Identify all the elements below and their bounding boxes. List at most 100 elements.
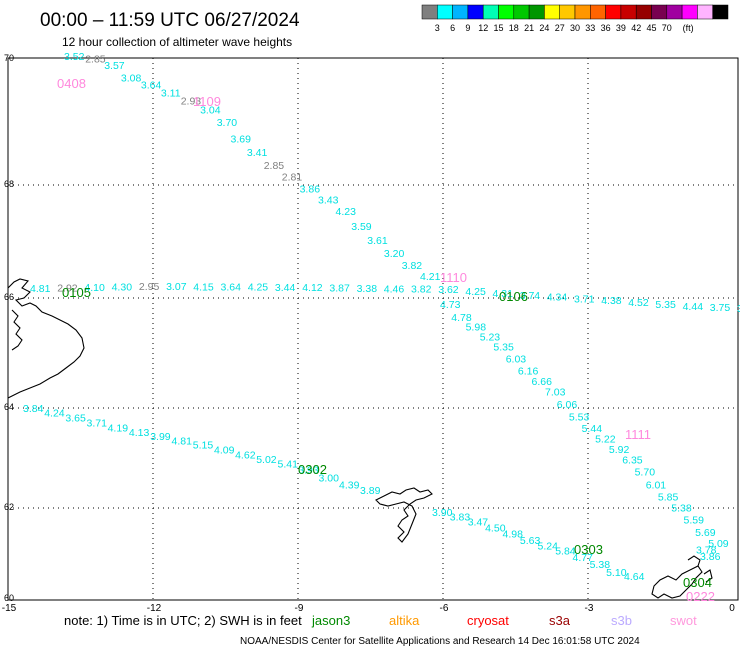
wave-height-label: 3.44 — [275, 282, 296, 294]
legend-tick-label: 3 — [435, 23, 440, 33]
sat-legend-item: s3b — [611, 613, 632, 628]
wave-height-label: 6.06 — [557, 399, 578, 411]
wave-height-label: 5.69 — [695, 527, 716, 539]
wave-height-label: 3.69 — [231, 133, 252, 145]
wave-height-label: 3.57 — [104, 60, 125, 72]
coastlines — [7, 278, 713, 599]
wave-height-label: 4.52 — [628, 297, 649, 309]
pass-time-label: 0408 — [57, 76, 86, 91]
wave-height-label: 3.20 — [384, 248, 405, 260]
altimeter-tracks: 3.52 2.853.573.083.643.112.933.043.703.69… — [23, 51, 740, 583]
lon-label: -9 — [295, 603, 304, 614]
wave-height-label: 3.61 — [367, 235, 388, 247]
wave-height-label: 5.24 — [538, 540, 559, 552]
lon-label: -15 — [2, 603, 17, 614]
wave-height-label: 3.64 — [141, 80, 162, 92]
wave-height-label: 5.85 — [658, 492, 679, 504]
legend-tick-label: 33 — [585, 23, 595, 33]
wave-height-label: 6.16 — [518, 366, 539, 378]
legend-tick-label: (ft) — [683, 23, 694, 33]
wave-height-label: 3.87 — [329, 283, 350, 295]
wave-height-label: 3.47 — [468, 516, 489, 528]
legend-tick-label: 45 — [646, 23, 656, 33]
wave-height-label: 5.84 — [555, 546, 576, 558]
wave-height-label: 3.62 — [438, 284, 459, 296]
pass-time-label: 0302 — [298, 462, 327, 477]
wave-height-label: 3.82 — [402, 260, 423, 272]
wave-height-label: 4.77 — [573, 552, 594, 564]
altimeter-pass-track: 3.84 4.24 3.65 3.71 4.19 4.13 3.99 4.81 5.15 4.09… — [23, 403, 381, 497]
wave-height-label: 4.31 — [493, 288, 514, 300]
iceland-coast-inner — [11, 309, 23, 351]
wave-height-label: 3.59 — [351, 221, 372, 233]
lat-label: 70 — [4, 53, 14, 63]
wave-height-label: 2.85 — [85, 53, 106, 65]
pass-time-label: 1109 — [193, 94, 221, 109]
shetland-islands-north — [687, 555, 713, 583]
lat-label: 62 — [4, 502, 14, 512]
legend-color-cell — [467, 4, 484, 20]
wave-height-label: 2.93 — [181, 95, 202, 107]
wave-height-label: 3.84 — [23, 403, 44, 415]
legend-tick-label: 42 — [631, 23, 641, 33]
wave-height-label: 4.09 — [214, 444, 235, 456]
wave-height-label: 4.81 — [30, 283, 51, 295]
wave-height-label: 4.25 — [465, 286, 486, 298]
wave-height-label: 3.71 — [87, 418, 108, 430]
legend-tick-label: 18 — [509, 23, 519, 33]
wave-height-label: 3.86 — [700, 551, 721, 563]
wave-height-label: 6.66 — [532, 376, 553, 388]
wave-height-label: 4.46 — [384, 283, 405, 295]
legend-color-cell — [574, 4, 591, 20]
wave-height-label: 4.81 — [172, 435, 193, 447]
wave-height-label: 4.25 — [248, 282, 269, 294]
lon-label: -6 — [440, 603, 449, 614]
lon-label: -12 — [147, 603, 162, 614]
note-text: note: 1) Time is in UTC; 2) SWH is in fe… — [64, 613, 302, 628]
wave-height-label: 5.44 — [582, 423, 603, 435]
wave-height-label: 4.98 — [503, 529, 524, 541]
legend-color-cell — [544, 4, 560, 20]
legend-tick-label: 70 — [662, 23, 672, 33]
wave-height-label: 4.24 — [44, 408, 65, 420]
legend-color-cell — [605, 4, 622, 20]
wave-height-label: 3.74 — [520, 290, 541, 302]
sat-legend-item: swot — [670, 613, 697, 628]
wave-height-label: 2.92 — [57, 283, 78, 295]
legend-color-cell — [635, 4, 652, 20]
wave-height-label: 4.44 — [683, 301, 704, 313]
wave-height-label: 3.00 — [319, 472, 340, 484]
altimeter-pass-track: 3.903.833.474.504.985.635.245.844.775.38… — [432, 507, 645, 583]
legend-color-cell — [513, 4, 530, 20]
wave-height-label: 3.90 — [432, 507, 453, 519]
wave-height-label: 3.64 — [221, 282, 242, 294]
wave-height-label: 5.63 — [520, 535, 541, 547]
pass-time-label: 1110 — [440, 270, 467, 285]
wave-height-label: 3.70 — [217, 117, 238, 129]
color-scale-labels: 3 6 9 12 15 18 21 24 27 30 33 36 39 42 45 70 (ft) — [435, 23, 694, 33]
wave-height-label: 3.43 — [318, 194, 339, 206]
map-title: 00:00 – 11:59 UTC 06/27/2024 — [40, 10, 300, 31]
sat-legend-item: s3a — [549, 613, 571, 628]
legend-tick-label: 30 — [570, 23, 580, 33]
wave-height-label: 3.04 — [200, 104, 221, 116]
wave-height-label: 5.38 — [671, 502, 692, 514]
wave-height-label: 6.01 — [646, 480, 667, 492]
legend-color-cell — [651, 4, 668, 20]
wave-height-label: 4.50 — [485, 522, 506, 534]
wave-height-label: 4.13 — [129, 427, 150, 439]
wave-height-label: 5.09 — [708, 538, 729, 550]
wave-height-label: 5.38 — [590, 559, 611, 571]
wave-height-label: 6.03 — [506, 354, 527, 366]
wave-height-label: 3.07 — [166, 281, 187, 293]
sat-legend-item: altika — [389, 613, 420, 628]
wave-height-label: 4.78 — [451, 312, 472, 324]
wave-height-label: 3.83 — [450, 512, 471, 524]
wave-height-label: 3.41 — [247, 147, 268, 159]
wave-height-label: 7.03 — [545, 387, 566, 399]
wave-height-label: 3.52 — [64, 51, 85, 63]
sat-legend-item: jason3 — [311, 613, 350, 628]
wave-height-label: 4.64 — [624, 571, 645, 583]
wave-height-label: 4.39 — [339, 479, 360, 491]
